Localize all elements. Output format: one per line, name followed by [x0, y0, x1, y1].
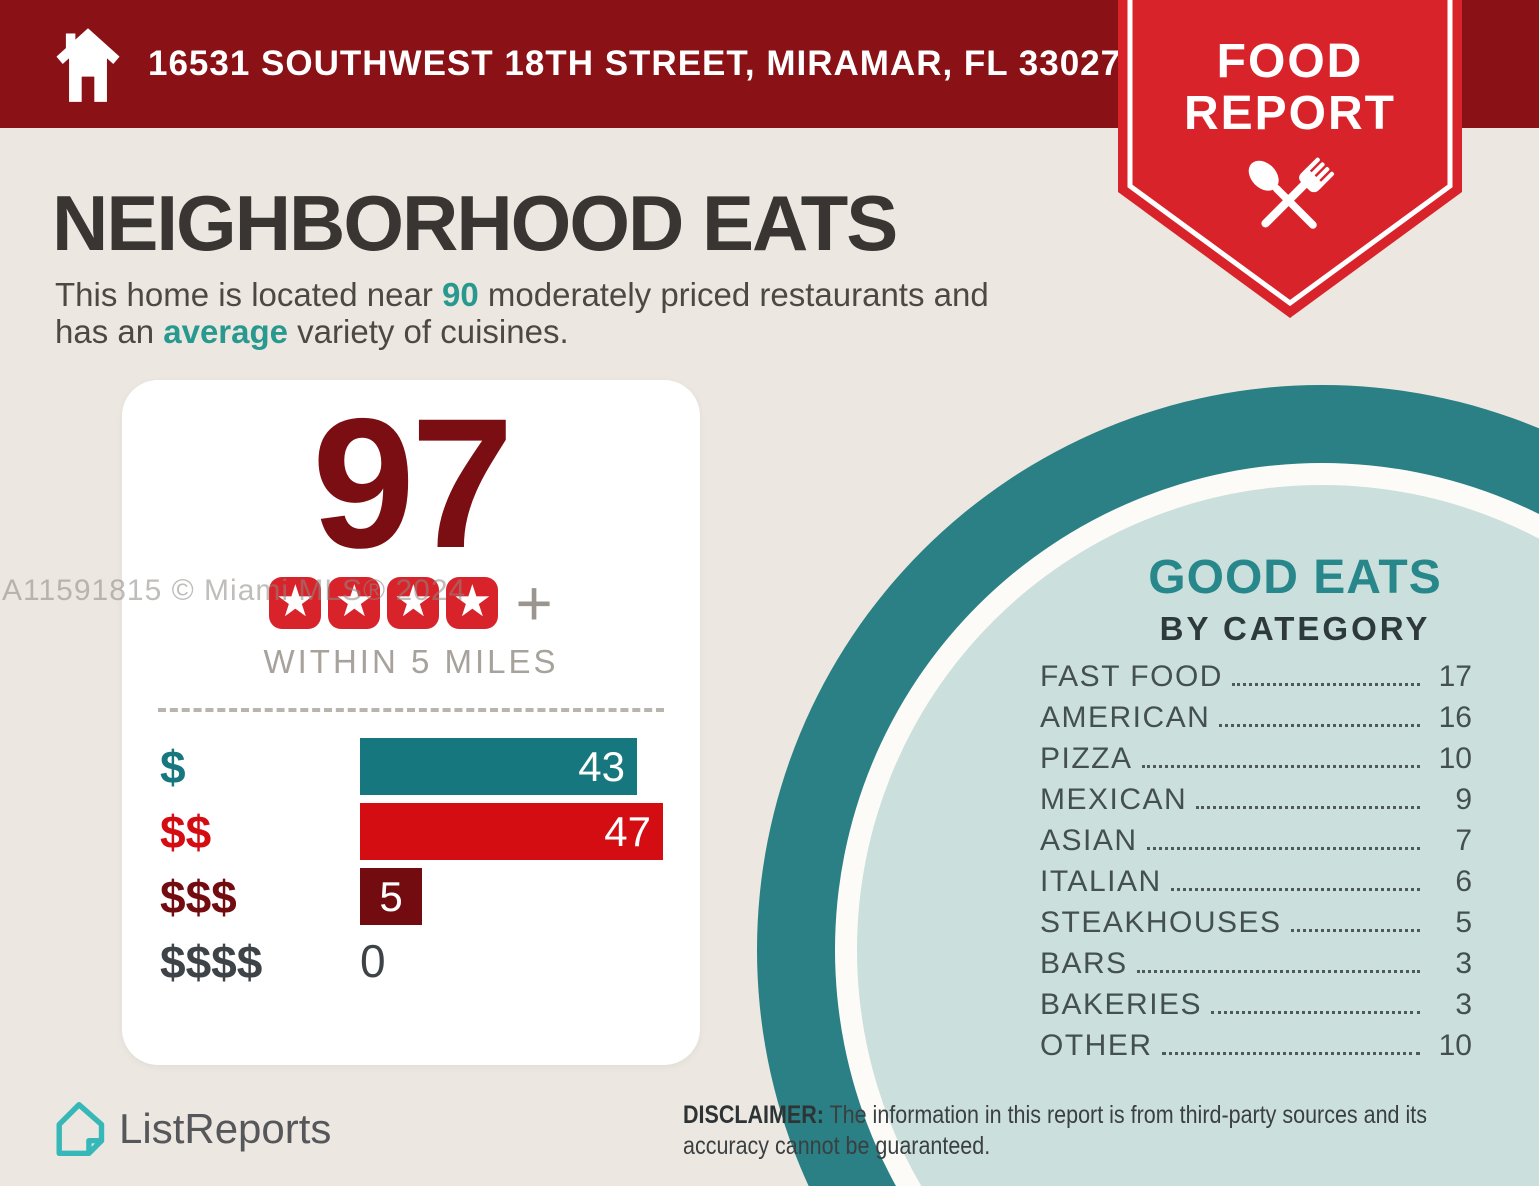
radius-label: WITHIN 5 MILES: [263, 643, 559, 680]
stars-row: ★ ★ ★ ★ +: [122, 567, 700, 639]
restaurant-score: 97: [312, 381, 514, 587]
listreports-house-icon: [56, 1102, 105, 1156]
property-address: 16531 SOUTHWEST 18TH STREET, MIRAMAR, FL…: [148, 44, 1122, 83]
price-bars: $43 $$ 47 $$$ 5 $$$$ 0: [160, 738, 700, 990]
price-row: $$$ 5: [160, 868, 700, 925]
bar-track: 43: [360, 738, 663, 795]
dotted-leader: [1290, 929, 1420, 932]
price-level-label: $$$$: [160, 935, 263, 988]
category-row: STEAKHOUSES 5: [1040, 908, 1472, 938]
price-bar: 47: [360, 803, 663, 860]
price-level-label: $$: [160, 805, 212, 858]
disclaimer-text: DISCLAIMER: The information in this repo…: [683, 1101, 1427, 1160]
dashed-divider: [158, 708, 664, 712]
spoon-fork-icon: [1248, 157, 1335, 229]
plus-sign: +: [515, 567, 553, 639]
price-zero-value: 0: [360, 935, 386, 987]
category-label: AMERICAN: [1040, 701, 1211, 734]
category-row: OTHER 10: [1040, 1031, 1472, 1061]
variety-highlight: average: [163, 313, 289, 350]
category-row: ASIAN 7: [1040, 826, 1472, 856]
category-value: 10: [1438, 742, 1472, 775]
price-row: $$ 47: [160, 803, 700, 860]
good-eats-header: GOOD EATS BY CATEGORY: [1020, 550, 1539, 648]
category-value: 9: [1455, 783, 1472, 816]
category-label: BAKERIES: [1040, 988, 1203, 1021]
category-label: BARS: [1040, 947, 1128, 980]
dotted-leader: [1170, 888, 1420, 891]
good-eats-subtitle: BY CATEGORY: [1159, 610, 1431, 647]
page-title: NEIGHBORHOOD EATS: [52, 179, 898, 267]
category-value: 5: [1455, 906, 1472, 939]
category-label: ITALIAN: [1040, 865, 1162, 898]
category-value: 3: [1455, 988, 1472, 1021]
category-list: FAST FOOD 17 AMERICAN 16 PIZZA 10 MEXICAN 9 ASIA…: [1040, 662, 1472, 1072]
listreports-logo-text: ListReports: [119, 1105, 332, 1152]
good-eats-title: GOOD EATS: [1148, 551, 1442, 604]
category-row: MEXICAN 9: [1040, 785, 1472, 815]
star-icon: ★: [269, 577, 322, 629]
category-row: BAKERIES 3: [1040, 990, 1472, 1020]
category-label: ASIAN: [1040, 824, 1138, 857]
disclaimer-label: DISCLAIMER:: [683, 1101, 824, 1129]
ribbon-shape: [1118, 0, 1462, 318]
category-row: ITALIAN 6: [1040, 867, 1472, 897]
bar-track: 47: [360, 803, 663, 860]
price-row: $43: [160, 738, 700, 795]
star-icon: ★: [446, 577, 499, 629]
dotted-leader: [1196, 806, 1420, 809]
category-value: 3: [1455, 947, 1472, 980]
price-level-label: $$$: [160, 870, 237, 923]
ribbon-title-line1: FOOD: [1216, 35, 1364, 88]
star-icon: ★: [387, 577, 440, 629]
intro-text: This home is located near 90 moderately …: [55, 276, 989, 350]
food-report-ribbon: FOOD REPORT: [1118, 0, 1462, 332]
mls-watermark: A11591815 © Miami MLS® 2024: [2, 574, 467, 607]
restaurant-count: 90: [442, 276, 479, 313]
category-label: FAST FOOD: [1040, 660, 1223, 693]
category-value: 17: [1438, 660, 1472, 693]
price-bar: 5: [360, 868, 422, 925]
price-bar-value: 5: [379, 872, 403, 920]
dotted-leader: [1141, 765, 1420, 768]
price-bar-value: 43: [578, 742, 625, 790]
dotted-leader: [1211, 1011, 1420, 1014]
price-row: $$$$ 0: [160, 933, 700, 990]
dotted-leader: [1231, 683, 1420, 686]
dotted-leader: [1161, 1052, 1420, 1055]
category-label: PIZZA: [1040, 742, 1133, 775]
category-label: MEXICAN: [1040, 783, 1188, 816]
bar-track: 5: [360, 868, 663, 925]
category-row: BARS 3: [1040, 949, 1472, 979]
price-level-label: $: [160, 740, 186, 793]
home-icon: [56, 28, 120, 102]
category-label: OTHER: [1040, 1029, 1153, 1062]
listreports-logo: ListReports: [52, 1100, 331, 1158]
category-value: 7: [1455, 824, 1472, 857]
category-row: PIZZA 10: [1040, 744, 1472, 774]
category-value: 16: [1438, 701, 1472, 734]
category-value: 6: [1455, 865, 1472, 898]
star-icon: ★: [328, 577, 381, 629]
category-row: AMERICAN 16: [1040, 703, 1472, 733]
category-row: FAST FOOD 17: [1040, 662, 1472, 692]
score-card: 97 ★ ★ ★ ★ + WITHIN 5 MILES $43 $$ 47 $$$ 5 $$$$ 0: [122, 380, 700, 1065]
category-value: 10: [1438, 1029, 1472, 1062]
dotted-leader: [1136, 970, 1420, 973]
intro-line-1: This home is located near 90 moderately …: [55, 276, 989, 313]
dotted-leader: [1146, 847, 1420, 850]
price-bar-value: 47: [604, 807, 651, 855]
category-label: STEAKHOUSES: [1040, 906, 1282, 939]
ribbon-title-line2: REPORT: [1183, 87, 1396, 140]
intro-line-2: has an average variety of cuisines.: [55, 313, 569, 350]
bar-track: 0: [360, 933, 663, 990]
dotted-leader: [1219, 724, 1420, 727]
price-bar: 43: [360, 738, 637, 795]
